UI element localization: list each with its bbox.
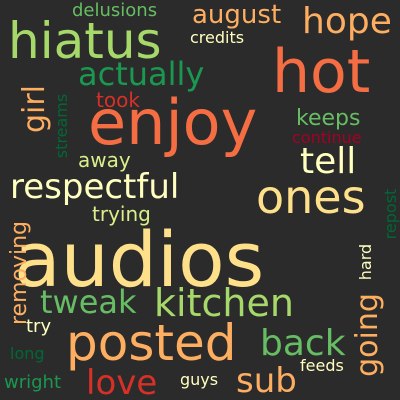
word-hard: hard bbox=[356, 243, 375, 281]
word-love: love bbox=[86, 363, 158, 400]
word-hot: hot bbox=[272, 37, 371, 107]
word-going: going bbox=[350, 293, 385, 377]
word-credits: credits bbox=[190, 28, 245, 47]
word-streams: streams bbox=[52, 93, 71, 159]
word-august: august bbox=[192, 0, 282, 30]
word-wright: wright bbox=[4, 372, 62, 393]
word-tweak: tweak bbox=[40, 283, 137, 321]
word-kitchen: kitchen bbox=[154, 281, 294, 325]
word-repost: repost bbox=[381, 188, 400, 240]
word-continue: continue bbox=[292, 128, 362, 147]
word-removing: removing bbox=[7, 220, 32, 325]
word-enjoy: enjoy bbox=[88, 86, 258, 159]
word-try: try bbox=[26, 316, 52, 337]
word-audios: audios bbox=[14, 215, 265, 304]
word-delusions: delusions bbox=[72, 0, 158, 21]
word-took: took bbox=[96, 88, 140, 112]
word-sub: sub bbox=[236, 361, 297, 400]
word-respectful: respectful bbox=[10, 167, 180, 207]
word-back: back bbox=[260, 323, 346, 364]
word-hope: hope bbox=[302, 1, 392, 42]
word-feeds: feeds bbox=[300, 356, 344, 375]
word-keeps: keeps bbox=[296, 106, 361, 131]
word-posted: posted bbox=[66, 314, 237, 372]
word-guys: guys bbox=[180, 370, 219, 389]
word-trying: trying bbox=[92, 202, 151, 226]
word-girl: girl bbox=[17, 84, 52, 134]
word-ones: ones bbox=[256, 170, 366, 224]
word-long: long bbox=[10, 344, 45, 363]
word-away: away bbox=[78, 148, 131, 172]
word-hiatus: hiatus bbox=[8, 12, 162, 70]
word-actually: actually bbox=[78, 55, 205, 93]
word-tell: tell bbox=[300, 141, 357, 182]
